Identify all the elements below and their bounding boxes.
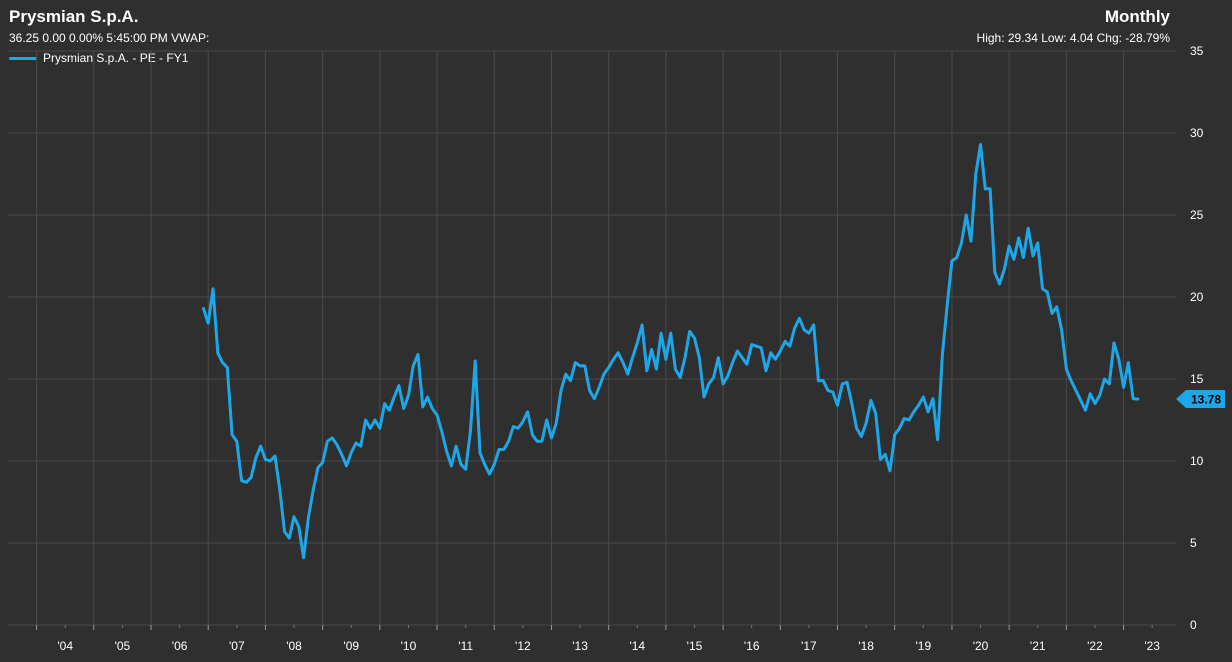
period-label[interactable]: Monthly	[1104, 7, 1170, 26]
x-tick-label: '11	[458, 639, 473, 653]
stats-line: High: 29.34 Low: 4.04 Chg: -28.79%	[976, 31, 1170, 45]
last-value-tag	[1176, 390, 1225, 409]
x-tick-label: '15	[687, 639, 703, 653]
x-tick-label: '04	[57, 639, 73, 653]
x-tick-label: '21	[1030, 639, 1046, 653]
x-tick-label: '16	[744, 639, 760, 653]
x-tick-label: '17	[801, 639, 817, 653]
x-tick-label: '23	[1144, 639, 1160, 653]
grid	[8, 50, 1176, 626]
y-tick-label: 35	[1190, 44, 1204, 58]
legend: Prysmian S.p.A. - PE - FY1	[9, 51, 188, 65]
x-tick-label: '05	[115, 639, 131, 653]
y-tick-label: 20	[1190, 290, 1204, 304]
x-tick-label: '09	[343, 639, 359, 653]
y-tick-label: 0	[1190, 618, 1197, 632]
x-tick-label: '12	[515, 639, 531, 653]
x-tick-label: '06	[172, 639, 188, 653]
x-tick-label: '22	[1087, 639, 1103, 653]
x-tick-label: '08	[286, 639, 302, 653]
y-tick-label: 15	[1190, 372, 1204, 386]
series	[202, 143, 1140, 560]
x-tick-label: '10	[401, 639, 417, 653]
last-value-label: 13.78	[1191, 393, 1221, 407]
axes: 0 5 10 15 20 25 30 35 '04 '05 '06 '07 '08 '09 '10 '11 '1…	[36, 44, 1204, 653]
legend-label: Prysmian S.p.A. - PE - FY1	[43, 51, 189, 65]
x-tick-label: '14	[629, 639, 645, 653]
y-tick-label: 10	[1190, 454, 1204, 468]
y-tick-label: 5	[1190, 536, 1197, 550]
y-tick-label: 30	[1190, 126, 1204, 140]
y-tick-label: 25	[1190, 208, 1204, 222]
legend-swatch	[9, 56, 37, 60]
x-tick-label: '07	[229, 639, 245, 653]
x-tick-label: '19	[916, 639, 932, 653]
x-tick-label: '20	[973, 639, 989, 653]
x-tick-label: '18	[858, 639, 874, 653]
quote-line: 36.25 0.00 0.00% 5:45:00 PM VWAP:	[9, 31, 210, 45]
chart-title: Prysmian S.p.A.	[9, 7, 139, 26]
last-value-marker: 13.78	[1176, 390, 1225, 409]
x-tick-label: '13	[572, 639, 588, 653]
series-line-pe-fy1	[202, 143, 1140, 560]
